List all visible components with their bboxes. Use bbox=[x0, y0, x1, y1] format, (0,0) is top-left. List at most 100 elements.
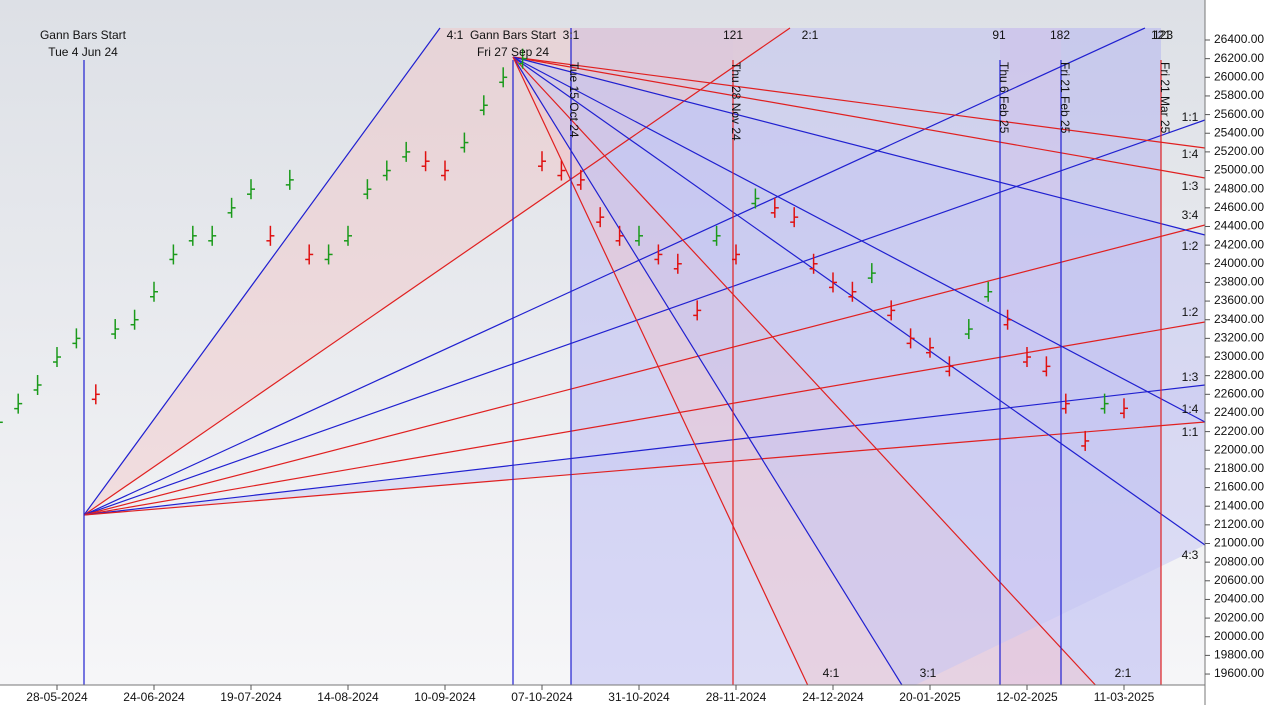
price-bar bbox=[285, 169, 294, 190]
fan-line bbox=[512, 56, 1206, 423]
x-tick-label: 28-05-2024 bbox=[26, 690, 88, 704]
annotation: 123 bbox=[1153, 28, 1173, 42]
annotation: 1:1 bbox=[1182, 425, 1199, 439]
y-tick-label: 24200.00 bbox=[1214, 237, 1264, 251]
price-bar bbox=[402, 141, 411, 162]
price-bar bbox=[1081, 430, 1090, 451]
price-bar bbox=[150, 281, 158, 302]
fan-line bbox=[83, 27, 791, 516]
y-tick-label: 23200.00 bbox=[1214, 331, 1264, 345]
y-tick-label: 21600.00 bbox=[1214, 480, 1264, 494]
y-tick-label: 21200.00 bbox=[1214, 517, 1264, 531]
x-tick-label: 24-12-2024 bbox=[802, 690, 864, 704]
y-tick-label: 26200.00 bbox=[1214, 51, 1264, 65]
price-bar bbox=[945, 356, 954, 377]
annotation: 1:2 bbox=[1182, 239, 1199, 253]
annotation: 2:1 bbox=[1115, 666, 1132, 680]
price-bar bbox=[208, 225, 217, 246]
y-tick-label: 24000.00 bbox=[1214, 256, 1264, 270]
price-bar bbox=[91, 384, 100, 405]
price-bar bbox=[227, 197, 236, 218]
annotation: 121 bbox=[1151, 28, 1171, 42]
annotation: 2:1 bbox=[802, 28, 819, 42]
annotation: 1:4 bbox=[1182, 402, 1199, 416]
price-bar bbox=[460, 132, 469, 153]
price-bar bbox=[538, 151, 546, 172]
price-bar bbox=[693, 300, 702, 321]
annotation: 121 bbox=[723, 28, 743, 42]
annotation: 91 bbox=[992, 28, 1006, 42]
annotation: Fri 21 Mar 25 bbox=[1158, 62, 1172, 134]
price-bar bbox=[1042, 356, 1051, 377]
y-tick-label: 22800.00 bbox=[1214, 368, 1264, 382]
price-bar bbox=[53, 347, 61, 368]
x-tick-label: 20-01-2025 bbox=[899, 690, 961, 704]
price-bar bbox=[1100, 393, 1109, 414]
y-tick-label: 22600.00 bbox=[1214, 386, 1264, 400]
price-bar bbox=[14, 393, 23, 414]
annotation: 4:3 bbox=[1182, 548, 1199, 562]
shade bbox=[1061, 28, 1161, 685]
y-tick-label: 20000.00 bbox=[1214, 629, 1264, 643]
annotation: 1:4 bbox=[1182, 147, 1199, 161]
annotation: 3:1 bbox=[920, 666, 937, 680]
y-tick-label: 21000.00 bbox=[1214, 536, 1264, 550]
price-bar bbox=[926, 337, 934, 358]
annotation: 4:1 bbox=[823, 666, 840, 680]
y-tick-label: 19800.00 bbox=[1214, 648, 1264, 662]
x-tick-label: 12-02-2025 bbox=[996, 690, 1058, 704]
price-bar bbox=[751, 188, 760, 209]
x-tick-label: 24-06-2024 bbox=[123, 690, 185, 704]
price-bar bbox=[266, 225, 275, 246]
y-tick-label: 21400.00 bbox=[1214, 498, 1264, 512]
fan-line bbox=[512, 56, 1206, 179]
y-tick-label: 26000.00 bbox=[1214, 69, 1264, 83]
price-bar bbox=[344, 225, 352, 246]
price-bar bbox=[1023, 347, 1031, 368]
y-tick-label: 22400.00 bbox=[1214, 405, 1264, 419]
price-bar bbox=[111, 319, 120, 340]
annotation: Tue 4 Jun 24 bbox=[48, 45, 118, 59]
y-tick-label: 24800.00 bbox=[1214, 181, 1264, 195]
y-axis-panel bbox=[1205, 0, 1280, 705]
price-bar bbox=[596, 207, 605, 228]
fan-line bbox=[83, 384, 1206, 516]
annotation: 182 bbox=[1050, 28, 1070, 42]
shade bbox=[571, 28, 733, 685]
y-tick-label: 23600.00 bbox=[1214, 293, 1264, 307]
price-bar bbox=[964, 319, 973, 340]
annotation: 3:4 bbox=[1182, 208, 1199, 222]
price-bar bbox=[188, 225, 197, 246]
y-tick-label: 22200.00 bbox=[1214, 424, 1264, 438]
fan-line bbox=[512, 56, 811, 691]
fan-line bbox=[512, 56, 1206, 149]
annotation: 1:3 bbox=[1182, 179, 1199, 193]
price-bar bbox=[615, 225, 624, 246]
y-tick-label: 19600.00 bbox=[1214, 666, 1264, 680]
price-bar bbox=[499, 67, 508, 88]
x-tick-label: 14-08-2024 bbox=[317, 690, 379, 704]
price-bar bbox=[732, 244, 740, 265]
annotation: Thu 6 Feb 25 bbox=[997, 62, 1011, 134]
y-tick-label: 23800.00 bbox=[1214, 275, 1264, 289]
y-tick-label: 25600.00 bbox=[1214, 107, 1264, 121]
price-bar bbox=[887, 300, 896, 321]
price-bar bbox=[557, 160, 566, 181]
y-tick-label: 20600.00 bbox=[1214, 573, 1264, 587]
y-tick-label: 23000.00 bbox=[1214, 349, 1264, 363]
y-tick-label: 25200.00 bbox=[1214, 144, 1264, 158]
fan-line bbox=[512, 56, 1206, 546]
fan-line bbox=[512, 56, 906, 691]
annotation: Tue 15 Oct 24 bbox=[567, 62, 581, 138]
price-bar bbox=[130, 309, 139, 330]
price-bar bbox=[518, 48, 527, 69]
fan-line bbox=[512, 56, 1206, 236]
fan-line bbox=[83, 27, 1146, 516]
price-bar bbox=[247, 179, 255, 200]
price-bar bbox=[770, 197, 779, 218]
x-tick-label: 19-07-2024 bbox=[220, 690, 282, 704]
x-tick-label: 28-11-2024 bbox=[706, 690, 767, 704]
price-bar bbox=[829, 272, 837, 293]
price-bar bbox=[305, 244, 314, 265]
